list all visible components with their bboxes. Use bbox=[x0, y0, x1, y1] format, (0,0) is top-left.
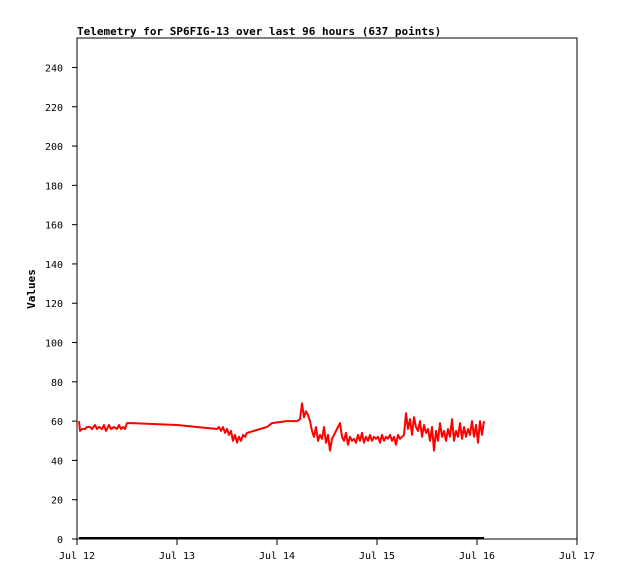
y-tick-label: 60 bbox=[51, 417, 63, 428]
y-tick-label: 240 bbox=[45, 63, 63, 74]
series-line-0 bbox=[78, 402, 485, 452]
x-tick-label: Jul 13 bbox=[159, 551, 195, 562]
x-tick-label: Jul 17 bbox=[559, 551, 595, 562]
x-axis-ticks: Jul 12 Jul 13 Jul 14 Jul 15 Jul 16 Jul 17 bbox=[59, 539, 595, 562]
y-tick-label: 140 bbox=[45, 260, 63, 271]
x-tick-label: Jul 12 bbox=[59, 551, 95, 562]
y-axis-label: Values bbox=[25, 269, 38, 309]
y-tick-label: 200 bbox=[45, 142, 63, 153]
y-tick-label: 120 bbox=[45, 299, 63, 310]
y-tick-label: 180 bbox=[45, 181, 63, 192]
y-axis-ticks: 0 20 40 60 80 100 120 140 160 180 200 220 240 bbox=[45, 63, 77, 546]
x-tick-label: Jul 15 bbox=[359, 551, 395, 562]
x-tick-label: Jul 16 bbox=[459, 551, 495, 562]
x-tick-label: Jul 14 bbox=[259, 551, 295, 562]
y-tick-label: 160 bbox=[45, 221, 63, 232]
y-tick-label: 220 bbox=[45, 103, 63, 114]
y-tick-label: 20 bbox=[51, 496, 63, 507]
series-layer bbox=[78, 402, 485, 539]
y-tick-label: 0 bbox=[57, 535, 63, 546]
chart-title: Telemetry for SP6FIG-13 over last 96 hou… bbox=[77, 25, 441, 38]
y-tick-label: 80 bbox=[51, 378, 63, 389]
y-tick-label: 100 bbox=[45, 339, 63, 350]
y-tick-label: 40 bbox=[51, 456, 63, 467]
